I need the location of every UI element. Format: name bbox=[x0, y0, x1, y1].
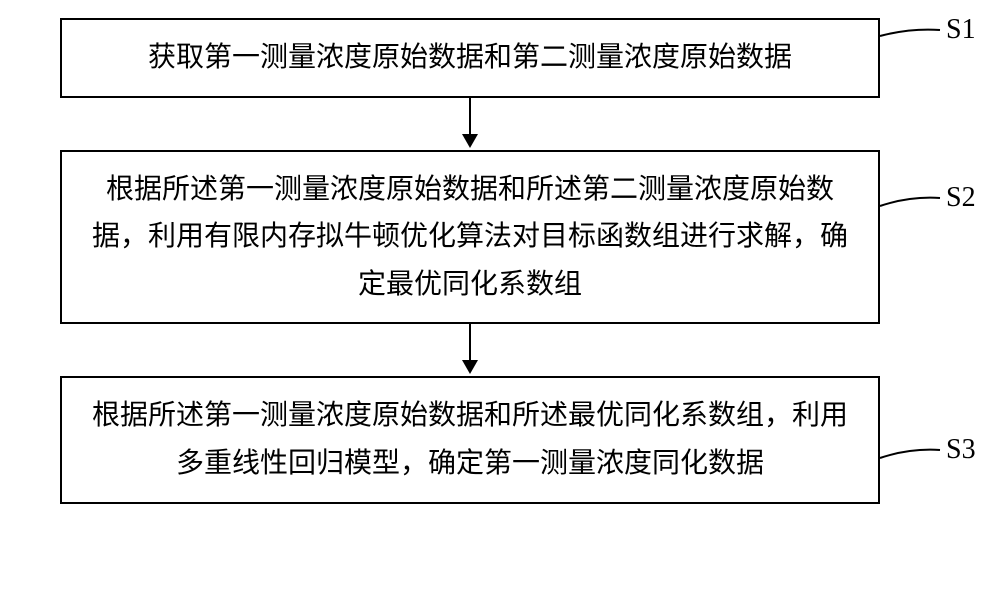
step-text-s2: 根据所述第一测量浓度原始数据和所述第二测量浓度原始数据，利用有限内存拟牛顿优化算… bbox=[86, 166, 854, 309]
step-box-s3: 根据所述第一测量浓度原始数据和所述最优同化系数组，利用多重线性回归模型，确定第一… bbox=[60, 376, 880, 503]
arrow-s1-s2 bbox=[60, 98, 880, 150]
step-label-s3: S3 bbox=[946, 434, 976, 466]
arrow-s2-s3 bbox=[60, 324, 880, 376]
step-text-s3: 根据所述第一测量浓度原始数据和所述最优同化系数组，利用多重线性回归模型，确定第一… bbox=[86, 392, 854, 487]
step-box-s1: 获取第一测量浓度原始数据和第二测量浓度原始数据 bbox=[60, 18, 880, 98]
arrow-down-icon bbox=[458, 324, 482, 376]
step-box-s2: 根据所述第一测量浓度原始数据和所述第二测量浓度原始数据，利用有限内存拟牛顿优化算… bbox=[60, 150, 880, 325]
flowchart-container: 获取第一测量浓度原始数据和第二测量浓度原始数据 根据所述第一测量浓度原始数据和所… bbox=[60, 18, 940, 504]
arrow-down-icon bbox=[458, 98, 482, 150]
step-label-s2: S2 bbox=[946, 182, 976, 214]
step-label-s1: S1 bbox=[946, 14, 976, 46]
step-text-s1: 获取第一测量浓度原始数据和第二测量浓度原始数据 bbox=[86, 34, 854, 82]
